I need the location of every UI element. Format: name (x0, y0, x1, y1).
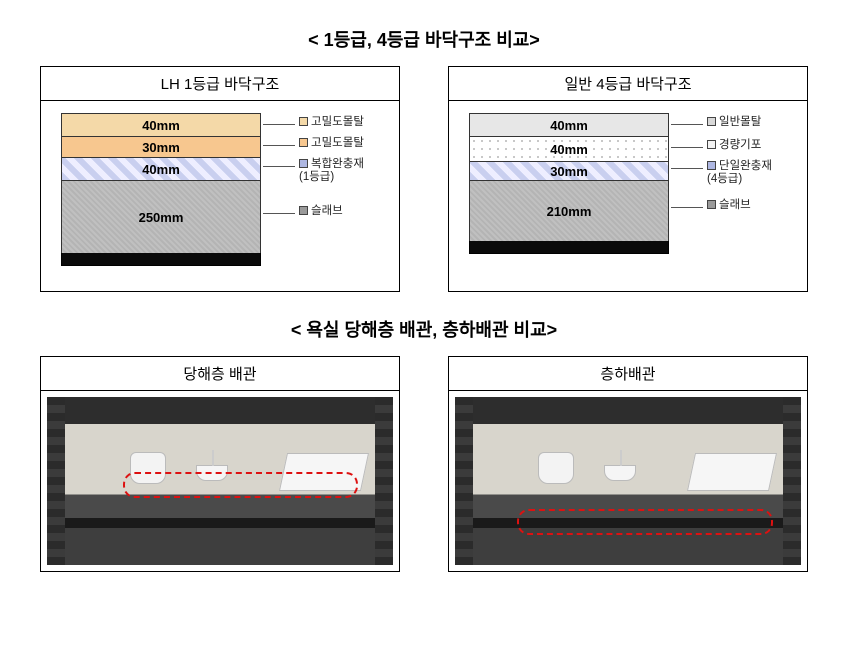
legend-swatch (299, 117, 308, 126)
floor-right-body: 40mm 40mm 30mm 210mm 일반몰탈경량기포단일완충재 (4등급) 슬래브 (449, 101, 807, 291)
panel-general-4grade: 일반 4등급 바닥구조 40mm 40mm 30mm 210mm 일반몰탈경량기포단일… (448, 66, 808, 292)
legend-text: 고밀도몰탈 (311, 116, 364, 128)
panel-title-right: 일반 4등급 바닥구조 (449, 67, 807, 101)
panel-title-left: LH 1등급 바닥구조 (41, 67, 399, 101)
panel-lh-1grade: LH 1등급 바닥구조 40mm30mm40mm250mm 고밀도몰탈고밀도몰탈… (40, 66, 400, 292)
layer-legend: 복합완충재 (1등급) (299, 158, 364, 183)
layer-thickness-label: 250mm (139, 210, 184, 225)
floor-left-body: 40mm30mm40mm250mm 고밀도몰탈고밀도몰탈복합완충재 (1등급)슬… (41, 101, 399, 291)
floor-row: LH 1등급 바닥구조 40mm30mm40mm250mm 고밀도몰탈고밀도몰탈… (40, 66, 808, 292)
sink-icon (604, 465, 636, 481)
leader-line (263, 166, 295, 167)
section1-title: < 1등급, 4등급 바닥구조 비교> (40, 26, 808, 52)
legend-swatch (707, 117, 716, 126)
legend-text: 일반몰탈 (719, 116, 761, 128)
floor-base (469, 241, 669, 254)
bath-left-scene (47, 397, 393, 565)
pipe-highlight-left (123, 472, 358, 498)
panel-below-floor-pipe: 층하배관 (448, 356, 808, 572)
legend-swatch (299, 159, 308, 168)
floor-layer: 40mm (61, 113, 261, 136)
floor-layer: 40mm (469, 136, 669, 161)
layer-legend: 일반몰탈 (707, 116, 761, 129)
wall-right (783, 397, 801, 565)
floor-layer: 30mm (469, 161, 669, 180)
bath-right-scene (455, 397, 801, 565)
layer-thickness-label: 30mm (550, 164, 588, 179)
leader-line (671, 124, 703, 125)
floor-left-cube: 40mm 30mm 40mm 250mm (61, 113, 261, 266)
leader-line (671, 147, 703, 148)
legend-text: 슬래브 (311, 205, 343, 217)
layer-thickness-label: 40mm (142, 118, 180, 133)
legend-swatch (299, 138, 308, 147)
wall-left (47, 397, 65, 565)
bath-title-right: 층하배관 (449, 357, 807, 391)
legend-text: 복합완충재 (1등급) (299, 158, 364, 183)
toilet-icon (538, 452, 574, 484)
layer-thickness-label: 40mm (550, 142, 588, 157)
floor-layer: 30mm (61, 136, 261, 157)
layer-thickness-label: 30mm (142, 140, 180, 155)
legend-text: 슬래브 (719, 199, 751, 211)
leader-line (671, 207, 703, 208)
wall-right (375, 397, 393, 565)
legend-text: 경량기포 (719, 139, 761, 151)
floor-layer: 210mm (469, 180, 669, 241)
layer-legend: 슬래브 (299, 205, 343, 218)
layer-thickness-label: 40mm (142, 162, 180, 177)
legend-text: 단일완충재 (4등급) (707, 160, 772, 185)
layer-legend: 슬래브 (707, 199, 751, 212)
bath-right-body (449, 391, 807, 571)
layer-legend: 고밀도몰탈 (299, 137, 364, 150)
leader-line (263, 213, 295, 214)
legend-text: 고밀도몰탈 (311, 137, 364, 149)
floor-layer: 40mm (469, 113, 669, 136)
legend-swatch (707, 161, 716, 170)
bath-title-left: 당해층 배관 (41, 357, 399, 391)
leader-line (263, 145, 295, 146)
floor-layer: 40mm (61, 157, 261, 180)
bath-row: 당해층 배관 층하배관 (40, 356, 808, 572)
bath-left-body (41, 391, 399, 571)
panel-same-floor-pipe: 당해층 배관 (40, 356, 400, 572)
floor-base (61, 253, 261, 266)
layer-legend: 단일완충재 (4등급) (707, 160, 772, 185)
layer-thickness-label: 40mm (550, 118, 588, 133)
layer-legend: 경량기포 (707, 139, 761, 152)
legend-swatch (707, 200, 716, 209)
legend-swatch (707, 140, 716, 149)
section2-title: < 욕실 당해층 배관, 층하배관 비교> (40, 316, 808, 342)
leader-line (263, 124, 295, 125)
floor-right-cube: 40mm 40mm 30mm 210mm (469, 113, 669, 254)
layer-legend: 고밀도몰탈 (299, 116, 364, 129)
layer-thickness-label: 210mm (547, 204, 592, 219)
wall-left (455, 397, 473, 565)
bathtub-icon (687, 453, 777, 491)
leader-line (671, 168, 703, 169)
legend-swatch (299, 206, 308, 215)
floor-layer: 250mm (61, 180, 261, 253)
pipe-highlight-right (517, 509, 773, 535)
